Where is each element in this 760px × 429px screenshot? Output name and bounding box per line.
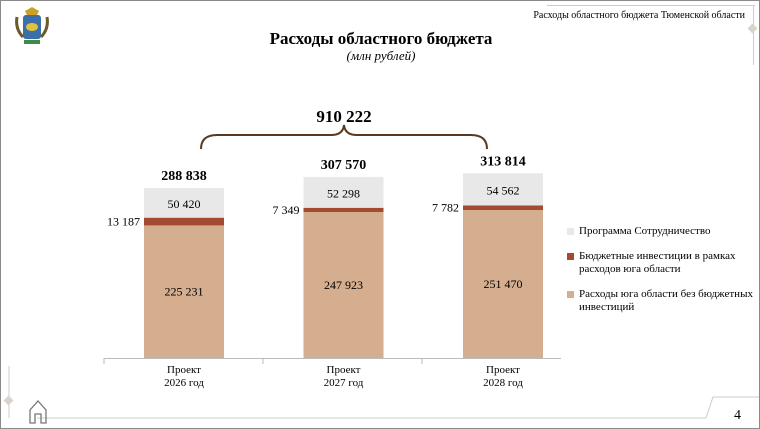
page-subtitle: (млн рублей)	[346, 48, 416, 63]
bar-segment-0	[463, 209, 543, 358]
bar-segment-0	[144, 225, 224, 358]
total-label: 307 570	[321, 158, 367, 173]
bar-segment-2	[303, 176, 384, 208]
data-label: 7 349	[273, 203, 300, 217]
category-label: Проект	[327, 364, 361, 376]
data-label: 13 187	[107, 215, 140, 229]
legend-label: Программа Сотрудничество	[579, 225, 711, 237]
header-line-vertical	[753, 5, 754, 65]
data-label: 225 231	[165, 285, 204, 299]
total-label: 288 838	[161, 169, 207, 184]
page-title: Расходы областного бюджета	[269, 29, 493, 48]
chart-legend: Программа Сотрудничество Бюджетные инвес…	[567, 225, 757, 326]
bar-segment-1	[463, 205, 543, 210]
header-text: Расходы областного бюджета Тюменской обл…	[533, 10, 745, 21]
header-line	[547, 5, 755, 6]
bar-segment-2	[463, 173, 543, 206]
legend-swatch	[567, 291, 574, 298]
category-label: 2027 год	[324, 377, 364, 389]
grand-total-label: 910 222	[316, 107, 371, 126]
legend-swatch	[567, 253, 574, 260]
legend-label: Расходы юга области без бюджетных инвест…	[579, 288, 753, 313]
category-label: Проект	[486, 364, 520, 376]
legend-swatch	[567, 228, 574, 235]
bar-segment-1	[303, 207, 384, 213]
legend-item-cooperation: Программа Сотрудничество	[567, 225, 757, 238]
data-label: 7 782	[432, 201, 459, 215]
page-number: 4	[734, 408, 741, 423]
data-label: 50 420	[168, 197, 201, 211]
data-label: 54 562	[487, 183, 520, 197]
home-icon[interactable]	[28, 399, 48, 425]
legend-item-south-expenses: Расходы юга области без бюджетных инвест…	[567, 288, 757, 314]
bar-segment-0	[303, 212, 384, 358]
category-label: 2028 год	[483, 377, 523, 389]
legend-label: Бюджетные инвестиции в рамках расходов ю…	[579, 250, 736, 275]
data-label: 247 923	[324, 278, 363, 292]
category-label: 2026 год	[164, 377, 204, 389]
data-label: 251 470	[484, 277, 523, 291]
total-label: 313 814	[480, 154, 526, 169]
footer-ornament	[3, 366, 759, 419]
legend-item-investments: Бюджетные инвестиции в рамках расходов ю…	[567, 250, 757, 276]
data-label: 52 298	[327, 186, 360, 200]
brace	[200, 124, 488, 150]
bar-segment-2	[144, 188, 224, 218]
bar-segment-1	[144, 217, 224, 226]
category-label: Проект	[167, 364, 201, 376]
coat-of-arms-logo	[15, 7, 49, 44]
